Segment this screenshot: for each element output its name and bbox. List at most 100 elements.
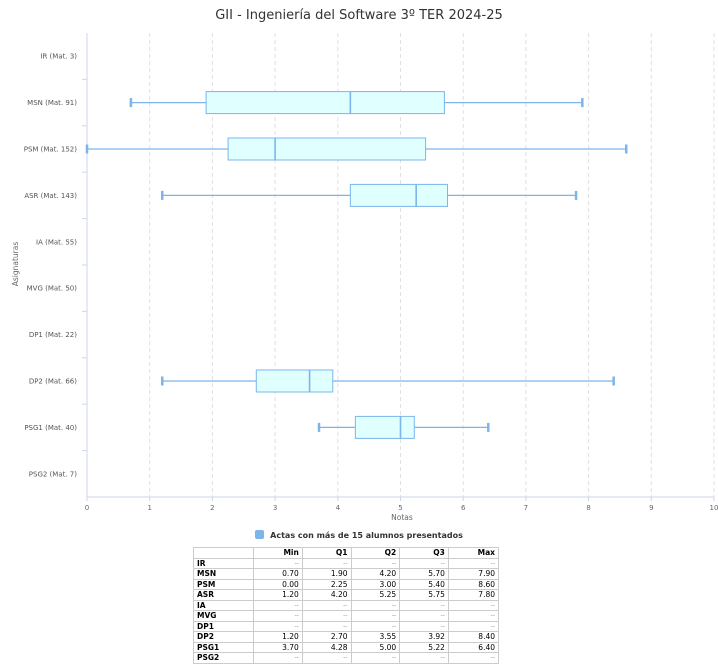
stats-table: Min Q1 Q2 Q3 Max IR -- -- -- -- -- MSN 0.70 1.90 4.20… [192, 547, 500, 664]
category-label: MVG (Mat. 50) [27, 285, 78, 293]
table-row: DP1 -- -- -- -- -- [192, 620, 500, 632]
table-cell: 5.40 [399, 578, 449, 590]
table-cell: -- [301, 557, 352, 569]
table-header-cell: Max [447, 547, 500, 559]
table-row-name: PSG1 [192, 641, 255, 653]
boxplot-chart: GII - Ingeniería del Software 3º TER 202… [11, 8, 718, 522]
table-cell: 2.70 [301, 631, 352, 643]
box-msn [129, 91, 584, 115]
table-cell: 0.70 [253, 568, 303, 580]
x-tick-label: 9 [649, 504, 653, 512]
table-header-cell: Q2 [350, 547, 401, 559]
category-labels: IR (Mat. 3) MSN (Mat. 91) PSM (Mat. 152) AS… [24, 53, 78, 479]
category-label: IR (Mat. 3) [40, 53, 77, 61]
table-row: IR -- -- -- -- -- [192, 557, 500, 569]
category-label: DP2 (Mat. 66) [29, 378, 77, 386]
category-label: MSN (Mat. 91) [27, 99, 77, 107]
table-header-cell: Q3 [399, 547, 449, 559]
table-header-cell: Q1 [301, 547, 352, 559]
x-tick-label: 1 [147, 504, 151, 512]
x-tick-label: 5 [398, 504, 402, 512]
x-tick-label: 10 [710, 504, 718, 512]
table-cell: -- [399, 652, 449, 664]
table-cell: 1.20 [253, 589, 303, 601]
table-cell: 8.40 [447, 631, 500, 643]
table-cell: 4.28 [301, 641, 352, 653]
table-row-name: MVG [192, 610, 255, 622]
table-cell: 3.55 [350, 631, 401, 643]
table-cell: 3.00 [350, 578, 401, 590]
box-psm [85, 137, 628, 161]
table-cell: -- [447, 652, 500, 664]
category-label: PSG2 (Mat. 7) [29, 470, 77, 478]
table-row-name: PSM [192, 578, 255, 590]
table-row: MSN 0.70 1.90 4.20 5.70 7.90 [192, 568, 500, 580]
box-iqr [205, 91, 445, 115]
table-cell: -- [447, 599, 500, 611]
table-cell: 0.00 [253, 578, 303, 590]
chart-legend[interactable]: Actas con más de 15 alumnos presentados [0, 530, 718, 540]
table-cell: -- [301, 652, 352, 664]
table-cell: -- [301, 620, 352, 632]
table-row-name: ASR [192, 589, 255, 601]
table-row: DP2 1.20 2.70 3.55 3.92 8.40 [192, 631, 500, 643]
box-psg1 [317, 415, 490, 439]
table-row: IA -- -- -- -- -- [192, 599, 500, 611]
category-label: PSM (Mat. 152) [24, 146, 78, 154]
table-cell: -- [253, 557, 303, 569]
table-cell: 8.60 [447, 578, 500, 590]
table-header-cell: Min [253, 547, 303, 559]
table-cell: -- [350, 610, 401, 622]
table-cell: 3.92 [399, 631, 449, 643]
box-dp2 [160, 369, 615, 393]
table-row-name: DP1 [192, 620, 255, 632]
table-cell: -- [253, 652, 303, 664]
table-row: MVG -- -- -- -- -- [192, 610, 500, 622]
table-cell: 7.90 [447, 568, 500, 580]
table-cell: -- [350, 620, 401, 632]
box-asr [160, 183, 578, 207]
x-tick-label: 6 [461, 504, 466, 512]
table-row-name: DP2 [192, 631, 255, 643]
table-cell: -- [447, 557, 500, 569]
box-iqr [255, 369, 334, 393]
table-row: PSG1 3.70 4.28 5.00 5.22 6.40 [192, 641, 500, 653]
category-label: IA (Mat. 55) [36, 238, 77, 246]
table-cell: -- [447, 620, 500, 632]
table-row: PSG2 -- -- -- -- -- [192, 652, 500, 664]
category-label: ASR (Mat. 143) [24, 192, 77, 200]
x-tick-label: 4 [336, 504, 341, 512]
table-cell: -- [253, 599, 303, 611]
legend-swatch [255, 530, 265, 539]
box-iqr [349, 183, 449, 207]
table-cell: -- [399, 620, 449, 632]
table-cell: 1.90 [301, 568, 352, 580]
table-cell: -- [301, 599, 352, 611]
table-cell: 5.00 [350, 641, 401, 653]
table-cell: 5.25 [350, 589, 401, 601]
table-cell: -- [253, 620, 303, 632]
table-cell: 4.20 [350, 568, 401, 580]
chart-title: GII - Ingeniería del Software 3º TER 202… [215, 8, 503, 23]
table-header-row: Min Q1 Q2 Q3 Max [192, 547, 500, 559]
table-cell: -- [301, 610, 352, 622]
legend-label: Actas con más de 15 alumnos presentados [270, 531, 463, 540]
table-cell: -- [350, 557, 401, 569]
box-iqr [227, 137, 427, 161]
table-cell: 5.70 [399, 568, 449, 580]
x-tick-label: 2 [210, 504, 214, 512]
category-label: PSG1 (Mat. 40) [24, 424, 77, 432]
table-row: ASR 1.20 4.20 5.25 5.75 7.80 [192, 589, 500, 601]
x-tick-label: 0 [85, 504, 89, 512]
table-cell: -- [399, 610, 449, 622]
table-header-cell [192, 547, 255, 559]
axes [82, 33, 714, 498]
table-cell: -- [350, 652, 401, 664]
table-row-name: PSG2 [192, 652, 255, 664]
table-cell: 6.40 [447, 641, 500, 653]
table-cell: -- [350, 599, 401, 611]
x-tick-label: 8 [586, 504, 590, 512]
table-row-name: MSN [192, 568, 255, 580]
y-axis-label: Asignaturas [11, 242, 20, 287]
table-row: PSM 0.00 2.25 3.00 5.40 8.60 [192, 578, 500, 590]
